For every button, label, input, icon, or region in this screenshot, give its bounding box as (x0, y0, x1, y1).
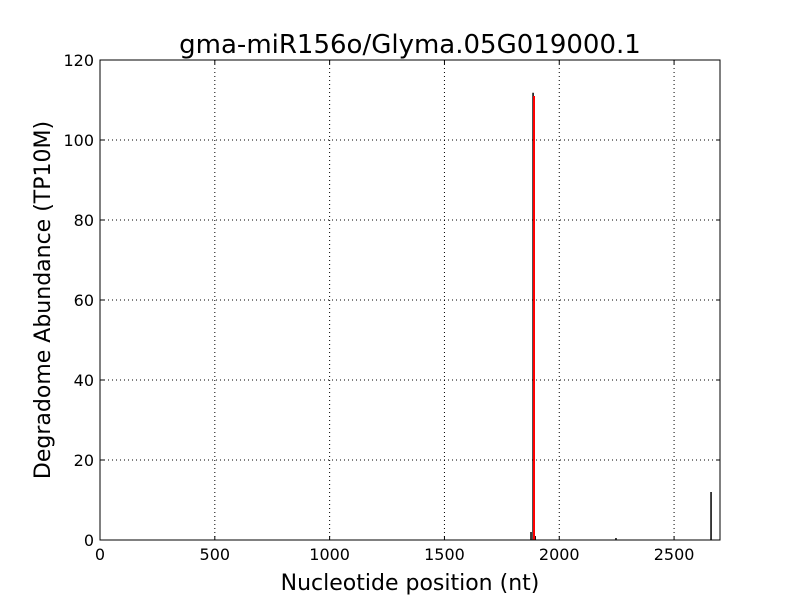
y-tick-label: 60 (74, 291, 94, 310)
x-tick-label: 0 (95, 545, 105, 564)
marks (530, 92, 712, 540)
x-tick-label: 1000 (309, 545, 350, 564)
x-tick-label: 500 (200, 545, 231, 564)
y-tick-label: 0 (84, 531, 94, 550)
x-tick-label: 1500 (424, 545, 465, 564)
y-tick-label: 120 (63, 51, 94, 70)
y-axis-label: Degradome Abundance (TP10M) (31, 121, 56, 479)
grid (99, 59, 720, 541)
x-axis-label: Nucleotide position (nt) (281, 571, 540, 596)
y-tick-label: 100 (63, 131, 94, 150)
ticks: 0 500 1000 1500 2000 2500 0 20 40 60 80 100 120 (63, 51, 720, 564)
y-tick-label: 80 (74, 211, 94, 230)
y-tick-label: 20 (74, 451, 94, 470)
x-tick-label: 2000 (539, 545, 580, 564)
chart-title: gma-miR156o/Glyma.05G019000.1 (179, 30, 641, 60)
y-tick-label: 40 (74, 371, 94, 390)
x-tick-label: 2500 (654, 545, 695, 564)
